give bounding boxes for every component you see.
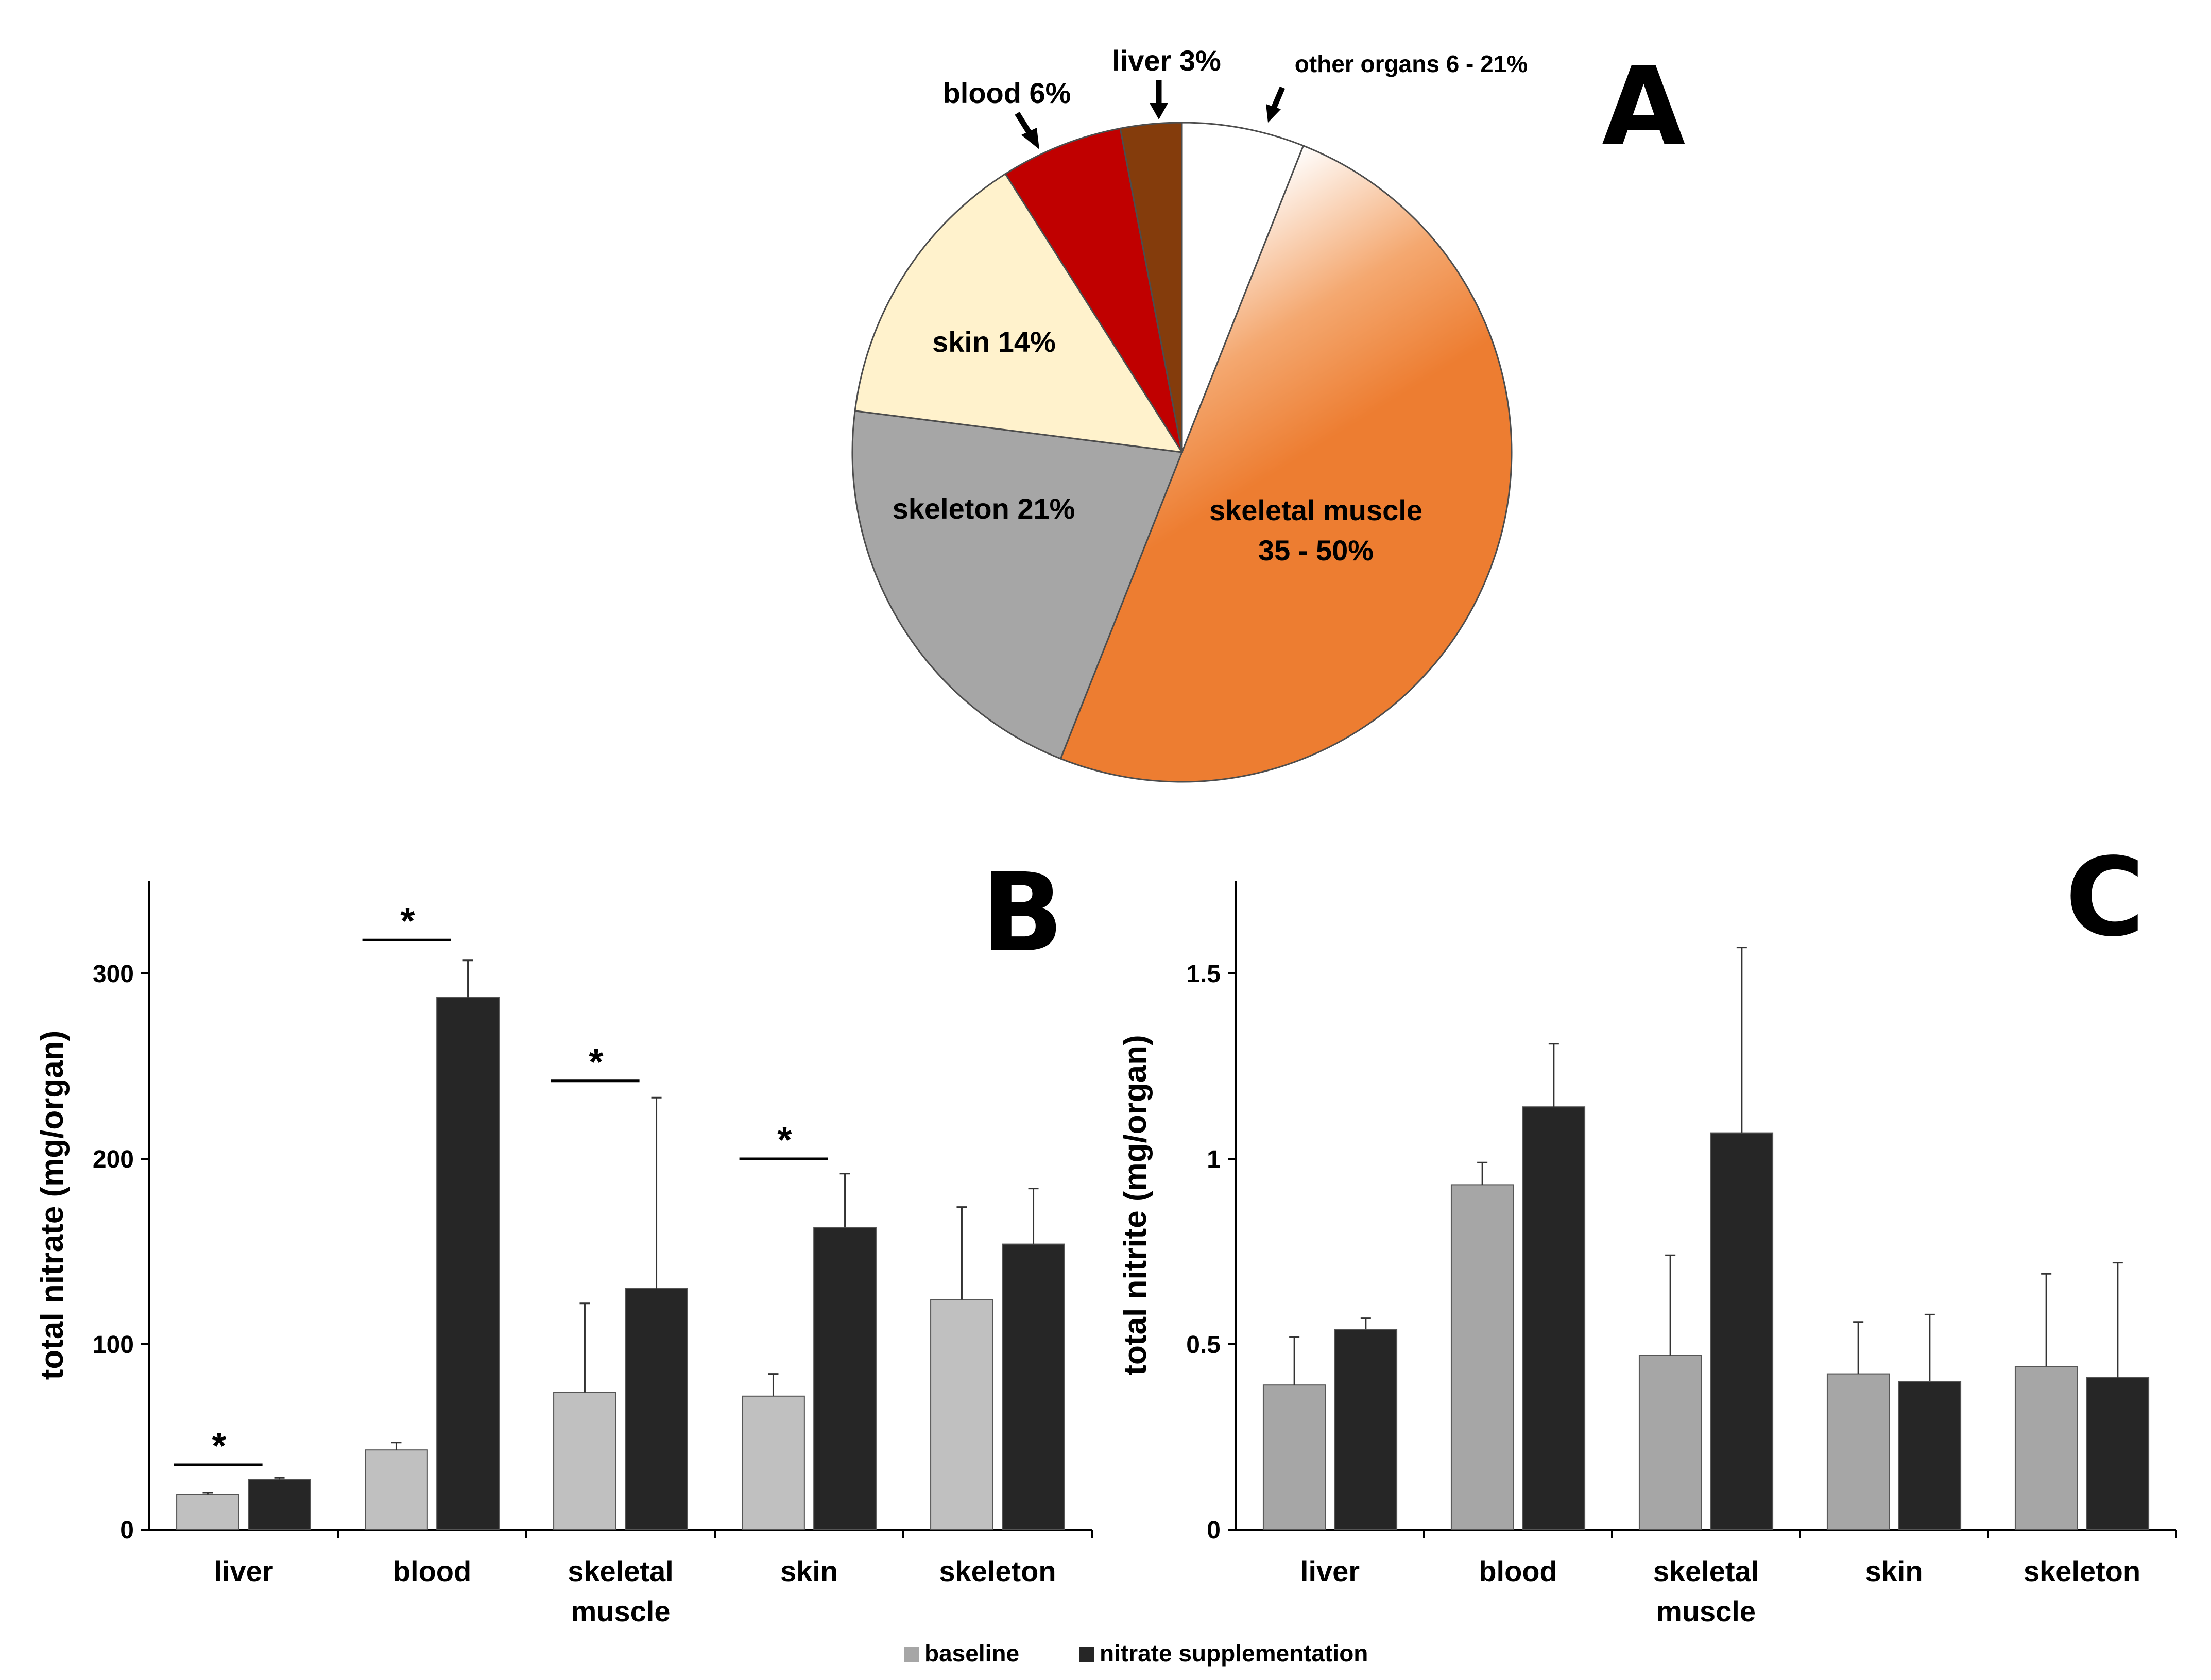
- panel-b-y-axis-label: total nitrate (mg/organ): [35, 1031, 70, 1380]
- legend-swatch-nitrate-supplementation: [1079, 1647, 1094, 1662]
- panel-c-category-label: skeleton: [2024, 1555, 2140, 1587]
- pie-slice-skeleton: [851, 410, 1184, 760]
- panel-c-nitrite-bar-chart: 0 0.5 1 1.5 liver blood skeletal muscle skin skel…: [1118, 834, 2177, 1627]
- panel-b-bar-supplementation: [436, 997, 500, 1530]
- panel-b-category-label: skeletal: [568, 1555, 674, 1587]
- pie-slice-skin: [854, 173, 1184, 453]
- arrow-liver-head: [1150, 103, 1168, 119]
- pie-label-skeletal-muscle-range: 35 - 50%: [1258, 534, 1374, 567]
- panel-c-category-label-line2: muscle: [1656, 1595, 1756, 1627]
- panel-c-category-label: skeletal: [1653, 1555, 1759, 1587]
- panel-b-marks: 0 100 200 300 liver blood skeletal muscle skin sk…: [93, 881, 1093, 1627]
- panel-c-bar-baseline: [1450, 1184, 1514, 1530]
- legend-label-baseline: baseline: [924, 1640, 1019, 1667]
- pie-slice-liver: [1119, 122, 1183, 453]
- panel-b-bar-supplementation: [248, 1479, 311, 1531]
- panel-c-bar-supplementation: [2086, 1377, 2150, 1531]
- panel-b-bar-supplementation: [625, 1288, 688, 1530]
- pie-label-skeletal-muscle: skeletal muscle: [1209, 494, 1422, 526]
- pie-labels: skin 14% skeleton 21% skeletal muscle 35…: [893, 44, 1528, 567]
- panel-c-y-tick-label: 1.5: [1186, 961, 1221, 988]
- panel-b-bar-baseline: [553, 1392, 616, 1531]
- panel-label-b: B: [981, 850, 1064, 976]
- panel-c-y-axis-label: total nitrite (mg/organ): [1118, 1035, 1153, 1375]
- panel-b-y-tick-label: 200: [93, 1146, 134, 1173]
- panel-b-significance-star: *: [212, 1426, 226, 1467]
- panel-c-category-label: liver: [1300, 1555, 1360, 1587]
- panel-b-significance-star: *: [777, 1120, 792, 1161]
- panel-c-y-tick-label: 1: [1207, 1146, 1221, 1173]
- panel-c-bar-baseline: [1826, 1373, 1890, 1531]
- pie-slice-blood: [1004, 127, 1183, 453]
- panel-b-nitrate-bar-chart: 0 100 200 300 liver blood skeletal muscle skin sk…: [35, 850, 1093, 1627]
- panel-c-y-tick-label: 0: [1207, 1517, 1221, 1544]
- panel-b-y-tick-label: 0: [120, 1517, 134, 1544]
- panel-label-a: A: [1602, 44, 1686, 170]
- panel-c-bar-supplementation: [1710, 1132, 1774, 1531]
- panel-c-bar-baseline: [1638, 1355, 1702, 1531]
- pie-slice-muscle: [1059, 144, 1513, 783]
- panel-c-bar-baseline: [2014, 1366, 2078, 1530]
- pie-callout-other-organs: other organs 6 - 21%: [1295, 50, 1528, 77]
- panel-b-category-label: liver: [214, 1555, 273, 1587]
- legend-swatch-baseline: [904, 1647, 919, 1662]
- pie-callout-blood: blood 6%: [943, 77, 1071, 109]
- panel-b-significance-star: *: [400, 901, 415, 942]
- arrow-other-organs-icon: [1271, 86, 1286, 110]
- pie-label-skin: skin 14%: [932, 325, 1056, 358]
- panel-label-c: C: [2065, 834, 2145, 961]
- pie-callout-liver: liver 3%: [1112, 44, 1221, 77]
- panel-b-bar-baseline: [365, 1449, 428, 1530]
- panel-b-category-label: skin: [780, 1555, 838, 1587]
- legend: baseline nitrate supplementation: [904, 1640, 1368, 1667]
- panel-c-y-tick-label: 0.5: [1186, 1331, 1221, 1359]
- panel-b-category-label: blood: [393, 1555, 471, 1587]
- panel-c-bar-supplementation: [1522, 1106, 1586, 1530]
- pie-slice-other: [1181, 122, 1305, 453]
- panel-b-category-label-line2: muscle: [571, 1595, 671, 1627]
- panel-b-bar-supplementation: [813, 1227, 877, 1530]
- pie-label-skeleton: skeleton 21%: [893, 492, 1075, 525]
- legend-label-nitrate-supplementation: nitrate supplementation: [1100, 1640, 1368, 1667]
- pie-slices: [851, 122, 1513, 783]
- arrow-other-organs-head: [1266, 104, 1281, 123]
- panel-b-bar-supplementation: [1002, 1243, 1065, 1531]
- panel-c-marks: 0 0.5 1 1.5 liver blood skeletal muscle skin skel…: [1186, 881, 2177, 1627]
- panel-c-bar-supplementation: [1898, 1381, 1962, 1530]
- arrow-blood-head: [1021, 128, 1039, 149]
- panel-b-category-label: skeleton: [939, 1555, 1056, 1587]
- panel-b-bar-baseline: [176, 1494, 239, 1531]
- panel-b-y-tick-label: 100: [93, 1331, 134, 1359]
- panel-c-category-label: blood: [1479, 1555, 1557, 1587]
- panel-b-bar-baseline: [930, 1299, 993, 1531]
- panel-c-bar-baseline: [1262, 1384, 1326, 1530]
- panel-b-y-tick-label: 300: [93, 961, 134, 988]
- panel-b-bar-baseline: [742, 1395, 805, 1531]
- panel-c-category-label: skin: [1865, 1555, 1923, 1587]
- panel-c-bar-supplementation: [1334, 1329, 1398, 1530]
- panel-b-significance-star: *: [589, 1042, 603, 1083]
- panel-a-pie-chart: skin 14% skeleton 21% skeletal muscle 35…: [851, 44, 1686, 783]
